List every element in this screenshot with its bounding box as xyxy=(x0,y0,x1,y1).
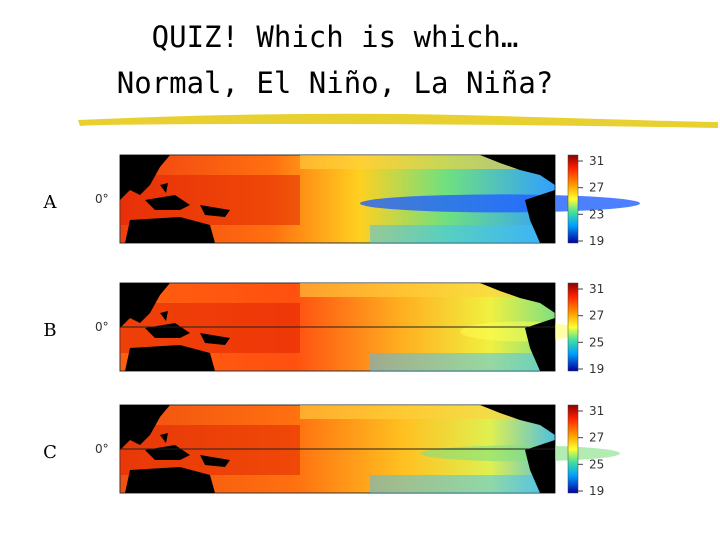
panel-label: B xyxy=(43,320,56,341)
colorbar-label: 27 xyxy=(589,181,604,195)
land-americas-n xyxy=(480,155,555,185)
colorbar-label: 27 xyxy=(589,431,604,445)
colorbar-label: 23 xyxy=(589,207,604,221)
land-asia xyxy=(120,155,170,200)
colorbar xyxy=(567,154,579,244)
colorbar-label: 19 xyxy=(589,484,604,498)
title-line: Normal, El Niño, La Niña? xyxy=(116,66,554,100)
sst-map xyxy=(119,404,620,494)
land-americas-n xyxy=(480,283,555,313)
south-cool xyxy=(370,353,555,371)
colorbar-label: 27 xyxy=(589,309,604,323)
land-islands xyxy=(145,183,230,217)
colorbar xyxy=(567,282,579,372)
land-americas-s xyxy=(525,190,555,243)
colorbar-label: 25 xyxy=(589,457,604,471)
colorbar-label: 19 xyxy=(589,234,604,248)
land-americas-s xyxy=(525,318,555,371)
land-australia xyxy=(125,345,215,371)
brush-stroke xyxy=(78,113,718,128)
south-cool xyxy=(370,475,555,493)
colorbar-label: 19 xyxy=(589,362,604,376)
land-islands xyxy=(145,311,230,345)
latitude-label: 0° xyxy=(95,320,109,334)
land-islands xyxy=(145,433,230,467)
colorbar-label: 31 xyxy=(589,154,604,168)
latitude-label: 0° xyxy=(95,442,109,456)
land-americas-n xyxy=(480,405,555,435)
title-line: QUIZ! Which is which… xyxy=(151,20,519,54)
colorbar-label: 25 xyxy=(589,335,604,349)
south-cool xyxy=(370,225,555,243)
colorbar xyxy=(567,404,579,494)
colorbar-label: 31 xyxy=(589,282,604,296)
land-asia xyxy=(120,405,170,450)
latitude-label: 0° xyxy=(95,192,109,206)
colorbar-label: 31 xyxy=(589,404,604,418)
land-australia xyxy=(125,217,215,243)
land-americas-s xyxy=(525,440,555,493)
equatorial-tongue xyxy=(460,321,580,342)
sst-map xyxy=(119,154,640,244)
land-asia xyxy=(120,283,170,328)
panel-label: C xyxy=(43,442,57,463)
panel-label: A xyxy=(43,192,58,213)
sst-map xyxy=(119,282,580,372)
land-australia xyxy=(125,467,215,493)
